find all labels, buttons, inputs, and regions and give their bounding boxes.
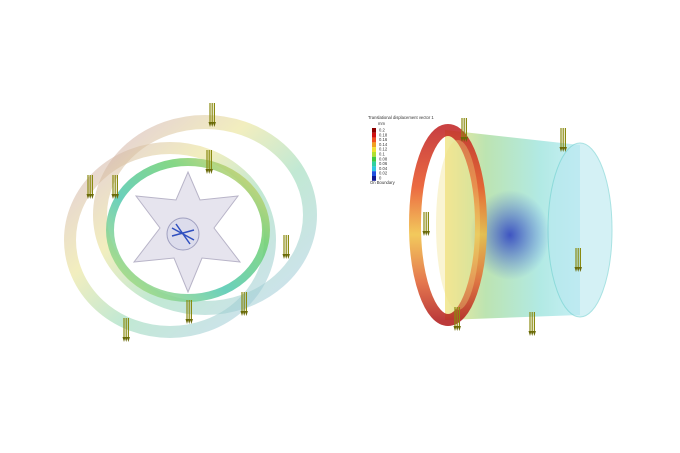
arrow-head [126,337,130,342]
load-arrow [282,235,290,259]
arrow-head [185,319,189,324]
hub-mesh [171,223,195,245]
arrow-head [111,194,115,199]
arrow-head [207,169,211,174]
arrow-head [90,194,94,199]
rim-face [436,140,480,310]
arrow-head [88,194,92,199]
legend-swatch [372,147,376,152]
arrow-head [426,231,430,236]
arrow-head [455,326,459,331]
back-rim [547,142,613,318]
arrow-head [122,337,126,342]
legend-swatch [372,156,376,162]
load-arrow [559,128,567,152]
arrow-head [115,194,119,199]
legend-swatch [372,152,376,157]
legend-swatch [372,142,376,148]
legend-label: 0.04 [379,166,388,171]
legend-label: 0.1 [379,152,385,157]
arrow-head [457,326,461,331]
front-rim [409,124,487,326]
legend-label: 0.18 [379,132,388,137]
arrow-head [578,267,582,272]
load-arrow [122,318,130,342]
legend-label: 0.02 [379,171,388,176]
arrow-head [422,231,426,236]
load-arrows [86,103,582,342]
legend-label: 0 [379,176,382,181]
legend-label: 0.14 [379,142,388,147]
load-arrow [453,307,461,331]
left-model [64,115,317,338]
arrow-head [210,122,214,127]
arrow-head [561,147,565,152]
arrow-head [113,194,117,199]
arrow-head [209,169,213,174]
arrow-head [244,311,248,316]
right-model [409,124,613,326]
arrow-head [462,137,466,142]
arrow-head [282,254,286,259]
load-arrow [111,175,119,199]
arrow-head [528,331,532,336]
arrow-head [240,311,244,316]
legend-label: 0.08 [379,156,388,161]
arrow-head [284,254,288,259]
load-arrow [574,248,582,272]
legend-swatch [372,161,376,167]
load-arrow [460,118,468,142]
arrow-head [563,147,567,152]
arrow-head [242,311,246,316]
legend-swatch [372,132,376,138]
arrow-head [187,319,191,324]
arrow-head [124,337,128,342]
load-arrow [208,103,216,127]
legend-label: 0.16 [379,137,388,142]
legend-swatch [372,128,376,133]
arrow-head [530,331,534,336]
arrow-head [205,169,209,174]
legend-swatch [372,176,376,181]
arrow-head [464,137,468,142]
load-arrow [185,300,193,324]
arrow-head [424,231,428,236]
legend-swatch [372,171,376,176]
arrow-head [453,326,457,331]
legend: Translational displacement vector 1 mm O… [368,115,434,185]
legend-swatch [372,137,376,143]
arrow-head [189,319,193,324]
arrow-head [460,137,464,142]
arrow-head [576,267,580,272]
arrow-head [208,122,212,127]
arrow-head [86,194,90,199]
legend-swatch [372,166,376,172]
legend-label: 0.12 [379,147,388,152]
arrow-head [532,331,536,336]
inner-ring [106,158,270,302]
legend-label: 0.2 [379,128,385,133]
arrow-head [559,147,563,152]
legend-title: Translational displacement vector 1 [368,115,434,120]
load-arrow [205,150,213,174]
legend-unit: mm [378,121,385,126]
load-arrow [86,175,94,199]
legend-label: 0.06 [379,161,388,166]
arrow-head [286,254,290,259]
load-arrow [422,212,430,236]
load-arrow [528,312,536,336]
outer-ring [64,142,276,338]
arrow-head [574,267,578,272]
outer-ring [93,115,317,315]
displacement-core [470,190,550,280]
arrow-head [212,122,216,127]
load-arrow [240,292,248,316]
legend-footer: On Boundary [370,180,396,185]
